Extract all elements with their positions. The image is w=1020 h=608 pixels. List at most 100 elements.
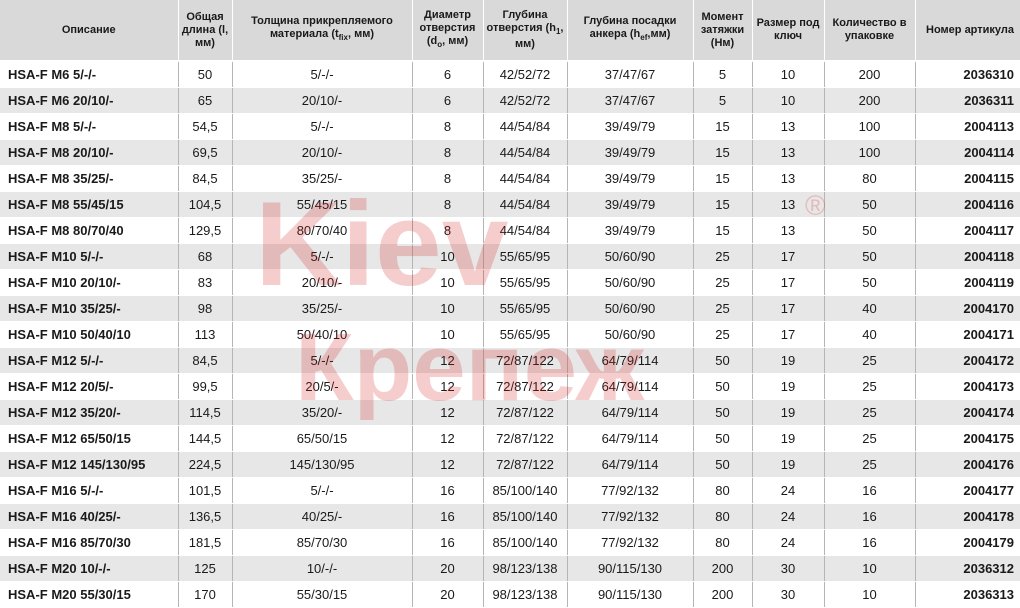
- cell-anchor-embedment: 64/79/114: [566, 425, 693, 452]
- cell-anchor-embedment: 50/60/90: [566, 269, 693, 296]
- cell-anchor-embedment: 77/92/132: [566, 477, 693, 504]
- cell-article-number: 2036312: [914, 555, 1020, 582]
- cell-hole-diameter: 20: [411, 581, 483, 608]
- cell-hole-diameter: 10: [411, 243, 483, 270]
- cell-wrench-size: 13: [751, 217, 824, 244]
- header-anchor-embedment: Глубина посадки анкера (hef,мм): [566, 0, 693, 62]
- cell-hole-diameter: 8: [411, 191, 483, 218]
- cell-total-length: 84,5: [177, 165, 232, 192]
- table-row: HSA-F M10 20/10/- 83 20/10/- 10 55/65/95 50/6…: [0, 269, 1020, 296]
- cell-anchor-embedment: 39/49/79: [566, 139, 693, 166]
- cell-description: HSA-F M8 5/-/-: [0, 113, 178, 140]
- cell-total-length: 65: [177, 87, 232, 114]
- table-row: HSA-F M10 35/25/- 98 35/25/- 10 55/65/95 50/6…: [0, 295, 1020, 322]
- cell-hole-diameter: 12: [411, 399, 483, 426]
- cell-article-number: 2004117: [914, 217, 1020, 244]
- table-header-row: Описание Общая длина (l, мм) Толщина при…: [0, 0, 1020, 62]
- cell-article-number: 2004116: [914, 191, 1020, 218]
- cell-description: HSA-F M6 20/10/-: [0, 87, 178, 114]
- cell-fixture-thickness: 20/10/-: [231, 87, 412, 114]
- cell-article-number: 2004173: [914, 373, 1020, 400]
- cell-fixture-thickness: 35/20/-: [231, 399, 412, 426]
- cell-hole-diameter: 16: [411, 477, 483, 504]
- cell-anchor-embedment: 50/60/90: [566, 243, 693, 270]
- cell-hole-depth: 72/87/122: [482, 425, 567, 452]
- cell-description: HSA-F M20 55/30/15: [0, 581, 178, 608]
- cell-article-number: 2004114: [914, 139, 1020, 166]
- header-torque: Момент затяжки (Нм): [692, 0, 752, 62]
- cell-description: HSA-F M16 5/-/-: [0, 477, 178, 504]
- cell-article-number: 2004176: [914, 451, 1020, 478]
- table-row: HSA-F M16 5/-/- 101,5 5/-/- 16 85/100/140 77/…: [0, 477, 1020, 504]
- cell-anchor-embedment: 90/115/130: [566, 581, 693, 608]
- cell-fixture-thickness: 55/30/15: [231, 581, 412, 608]
- cell-hole-diameter: 8: [411, 139, 483, 166]
- cell-hole-diameter: 10: [411, 295, 483, 322]
- cell-wrench-size: 17: [751, 321, 824, 348]
- cell-torque: 200: [692, 555, 752, 582]
- cell-pack-quantity: 200: [823, 87, 915, 114]
- cell-hole-depth: 85/100/140: [482, 529, 567, 556]
- cell-wrench-size: 24: [751, 503, 824, 530]
- cell-total-length: 101,5: [177, 477, 232, 504]
- cell-article-number: 2004175: [914, 425, 1020, 452]
- cell-pack-quantity: 100: [823, 139, 915, 166]
- cell-description: HSA-F M10 50/40/10: [0, 321, 178, 348]
- cell-hole-depth: 55/65/95: [482, 269, 567, 296]
- cell-article-number: 2004113: [914, 113, 1020, 140]
- cell-article-number: 2036311: [914, 87, 1020, 114]
- cell-hole-depth: 72/87/122: [482, 399, 567, 426]
- cell-hole-depth: 44/54/84: [482, 217, 567, 244]
- cell-description: HSA-F M20 10/-/-: [0, 555, 178, 582]
- cell-hole-diameter: 12: [411, 373, 483, 400]
- cell-pack-quantity: 25: [823, 451, 915, 478]
- cell-hole-depth: 55/65/95: [482, 243, 567, 270]
- cell-hole-diameter: 16: [411, 529, 483, 556]
- cell-hole-diameter: 6: [411, 61, 483, 88]
- cell-anchor-embedment: 37/47/67: [566, 61, 693, 88]
- cell-torque: 50: [692, 451, 752, 478]
- cell-hole-diameter: 8: [411, 217, 483, 244]
- cell-fixture-thickness: 85/70/30: [231, 529, 412, 556]
- cell-description: HSA-F M6 5/-/-: [0, 61, 178, 88]
- cell-total-length: 83: [177, 269, 232, 296]
- cell-anchor-embedment: 90/115/130: [566, 555, 693, 582]
- cell-fixture-thickness: 5/-/-: [231, 347, 412, 374]
- cell-description: HSA-F M16 85/70/30: [0, 529, 178, 556]
- cell-fixture-thickness: 20/10/-: [231, 269, 412, 296]
- cell-hole-depth: 72/87/122: [482, 347, 567, 374]
- cell-pack-quantity: 80: [823, 165, 915, 192]
- cell-fixture-thickness: 5/-/-: [231, 61, 412, 88]
- cell-fixture-thickness: 145/130/95: [231, 451, 412, 478]
- cell-pack-quantity: 10: [823, 581, 915, 608]
- cell-fixture-thickness: 5/-/-: [231, 243, 412, 270]
- cell-total-length: 84,5: [177, 347, 232, 374]
- cell-anchor-embedment: 64/79/114: [566, 373, 693, 400]
- cell-wrench-size: 19: [751, 399, 824, 426]
- cell-total-length: 114,5: [177, 399, 232, 426]
- header-pack-quantity: Количество в упаковке: [823, 0, 915, 62]
- cell-anchor-embedment: 50/60/90: [566, 321, 693, 348]
- cell-torque: 50: [692, 373, 752, 400]
- cell-fixture-thickness: 35/25/-: [231, 295, 412, 322]
- cell-total-length: 170: [177, 581, 232, 608]
- cell-pack-quantity: 10: [823, 555, 915, 582]
- cell-total-length: 98: [177, 295, 232, 322]
- cell-description: HSA-F M8 20/10/-: [0, 139, 178, 166]
- cell-wrench-size: 13: [751, 113, 824, 140]
- table-row: HSA-F M8 55/45/15 104,5 55/45/15 8 44/54/84 3…: [0, 191, 1020, 218]
- cell-wrench-size: 19: [751, 451, 824, 478]
- cell-wrench-size: 19: [751, 425, 824, 452]
- cell-hole-diameter: 12: [411, 451, 483, 478]
- header-hole-diameter: Диаметр отверстия (do, мм): [411, 0, 483, 62]
- header-total-length: Общая длина (l, мм): [177, 0, 232, 62]
- cell-description: HSA-F M8 35/25/-: [0, 165, 178, 192]
- cell-torque: 25: [692, 269, 752, 296]
- cell-torque: 50: [692, 347, 752, 374]
- cell-description: HSA-F M12 65/50/15: [0, 425, 178, 452]
- cell-hole-depth: 44/54/84: [482, 113, 567, 140]
- cell-wrench-size: 30: [751, 555, 824, 582]
- cell-description: HSA-F M10 35/25/-: [0, 295, 178, 322]
- cell-wrench-size: 13: [751, 191, 824, 218]
- cell-pack-quantity: 50: [823, 269, 915, 296]
